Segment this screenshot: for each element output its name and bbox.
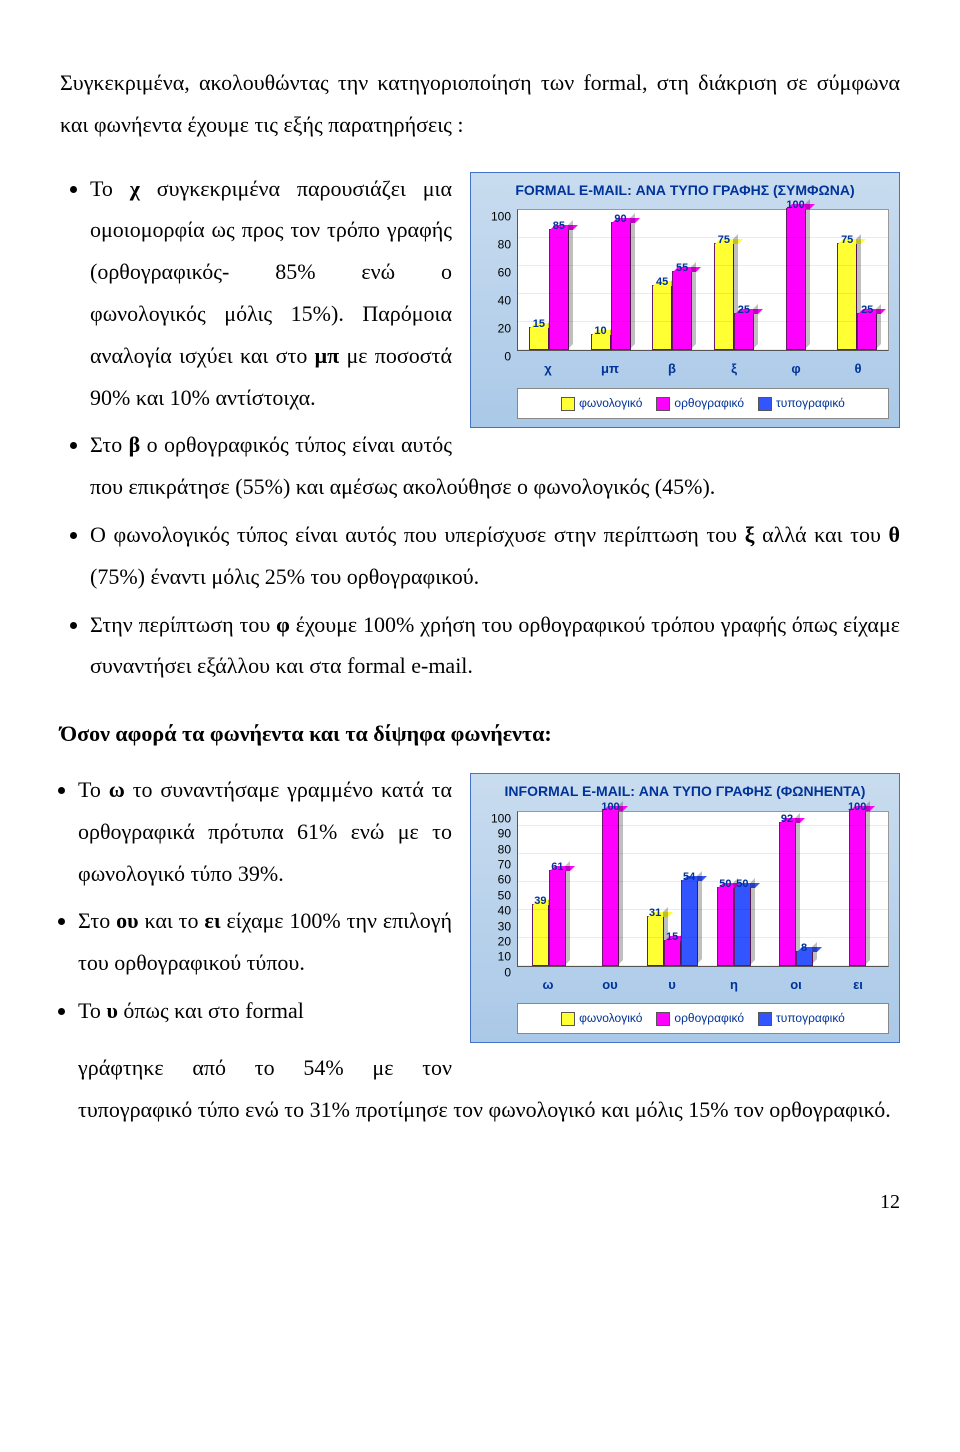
y-tick-label: 100 — [481, 807, 511, 830]
bullets-consonants: FORMAL E-MAIL: ΑΝΑ ΤΥΠΟ ΓΡΑΦΗΣ (ΣΥΜΦΩΝΑ)… — [60, 168, 900, 688]
x-label: φ — [765, 357, 827, 382]
chart-title: FORMAL E-MAIL: ΑΝΑ ΤΥΠΟ ΓΡΑΦΗΣ (ΣΥΜΦΩΝΑ) — [471, 173, 899, 206]
x-label: η — [703, 973, 765, 998]
bar: 15 — [529, 327, 549, 350]
bullet-item: FORMAL E-MAIL: ΑΝΑ ΤΥΠΟ ΓΡΑΦΗΣ (ΣΥΜΦΩΝΑ)… — [90, 168, 900, 419]
section-vowels-heading: Όσον αφορά τα φωνήεντα και τα δίψηφα φων… — [60, 713, 900, 755]
bar: 90 — [611, 222, 631, 350]
page-number: 12 — [60, 1153, 900, 1221]
legend: φωνολογικόορθογραφικότυπογραφικό — [517, 1003, 889, 1034]
bar: 25 — [734, 313, 754, 350]
x-label: ου — [579, 973, 641, 998]
bar: 85 — [549, 229, 569, 350]
intro-paragraph: Συγκεκριμένα, ακολουθώντας την κατηγοριο… — [60, 62, 900, 146]
text: Το χ συγκεκριμένα παρουσιάζει μια ομοιομ… — [90, 176, 452, 410]
chart-title: INFORMAL E-MAIL: ΑΝΑ ΤΥΠΟ ΓΡΑΦΗΣ (ΦΩΝΗΕΝ… — [471, 774, 899, 807]
x-label: ξ — [703, 357, 765, 382]
y-tick-label: 20 — [481, 318, 511, 341]
bar: 10 — [591, 334, 611, 350]
trailing-paragraph: γράφτηκε από το 54% με τον τυπογραφικό τ… — [78, 1047, 900, 1131]
bar: 50 — [717, 887, 734, 966]
bar: 45 — [652, 285, 672, 350]
bar: 75 — [837, 243, 857, 350]
bar: 50 — [734, 887, 751, 966]
bullet-item: Ο φωνολογικός τύπος είναι αυτός που υπερ… — [90, 514, 900, 598]
x-label: θ — [827, 357, 889, 382]
x-label: υ — [641, 973, 703, 998]
y-tick-label: 100 — [481, 206, 511, 229]
x-label: χ — [517, 357, 579, 382]
legend: φωνολογικόορθογραφικότυπογραφικό — [517, 388, 889, 419]
x-label: ει — [827, 973, 889, 998]
bar: 100 — [849, 810, 866, 966]
bullet-item: Στην περίπτωση του φ έχουμε 100% χρήση τ… — [90, 604, 900, 688]
y-tick-label: 60 — [481, 262, 511, 285]
y-tick-label: 80 — [481, 234, 511, 257]
bar: 31 — [647, 916, 664, 966]
x-label: β — [641, 357, 703, 382]
bar: 55 — [672, 271, 692, 350]
bar: 100 — [786, 208, 806, 350]
chart-formal-consonants: FORMAL E-MAIL: ΑΝΑ ΤΥΠΟ ΓΡΑΦΗΣ (ΣΥΜΦΩΝΑ)… — [470, 172, 900, 428]
bar: 8 — [796, 951, 813, 965]
bar: 92 — [779, 822, 796, 966]
bar: 100 — [602, 810, 619, 966]
bullet-item: Στο β ο ορθογραφικός τύπος είναι αυτός π… — [90, 424, 900, 508]
bar: 39 — [532, 904, 549, 966]
y-tick-label: 0 — [481, 346, 511, 369]
bar: 75 — [714, 243, 734, 350]
chart-informal-vowels: INFORMAL E-MAIL: ΑΝΑ ΤΥΠΟ ΓΡΑΦΗΣ (ΦΩΝΗΕΝ… — [470, 773, 900, 1043]
y-tick-label: 40 — [481, 290, 511, 313]
x-label: οι — [765, 973, 827, 998]
x-label: μπ — [579, 357, 641, 382]
bar: 54 — [681, 880, 698, 965]
bar: 15 — [664, 940, 681, 965]
bar: 25 — [857, 313, 877, 350]
x-label: ω — [517, 973, 579, 998]
bar: 61 — [549, 870, 566, 966]
